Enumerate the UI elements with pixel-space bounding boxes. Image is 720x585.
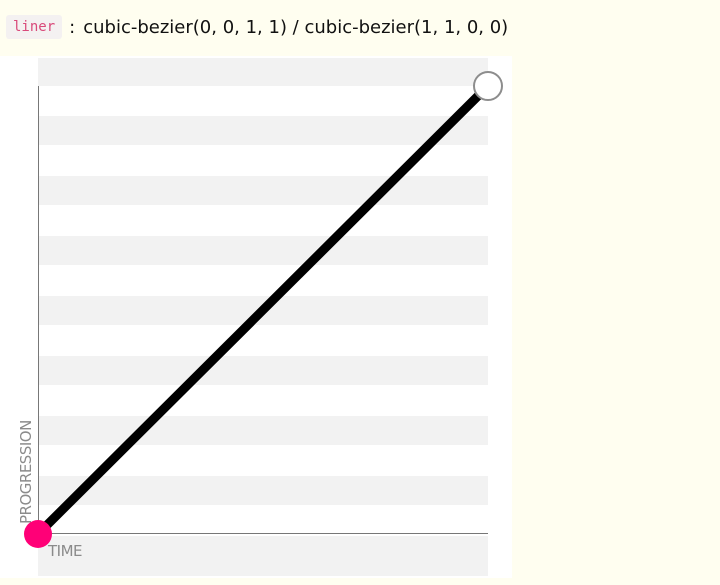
y-axis-label: PROGRESSION [17, 420, 35, 524]
start-handle[interactable] [24, 520, 52, 548]
easing-curve [33, 81, 493, 539]
stripe [38, 116, 488, 145]
easing-keyword: liner [6, 15, 63, 39]
background-stripes [38, 58, 488, 576]
x-axis-label: TIME [47, 542, 82, 560]
stripe [38, 536, 488, 576]
stripe [38, 416, 488, 445]
end-handle[interactable] [473, 71, 503, 101]
stripe [38, 58, 488, 86]
easing-formula: cubic-bezier(0, 0, 1, 1) / cubic-bezier(… [83, 16, 509, 38]
stripe [38, 236, 488, 265]
stripe [38, 176, 488, 205]
stripe [38, 476, 488, 505]
separator: : [69, 16, 76, 38]
stripe [38, 356, 488, 385]
easing-graph: TIME PROGRESSION [17, 58, 503, 576]
easing-header: liner : cubic-bezier(0, 0, 1, 1) / cubic… [6, 13, 508, 41]
easing-graph-panel: TIME PROGRESSION [0, 56, 512, 578]
